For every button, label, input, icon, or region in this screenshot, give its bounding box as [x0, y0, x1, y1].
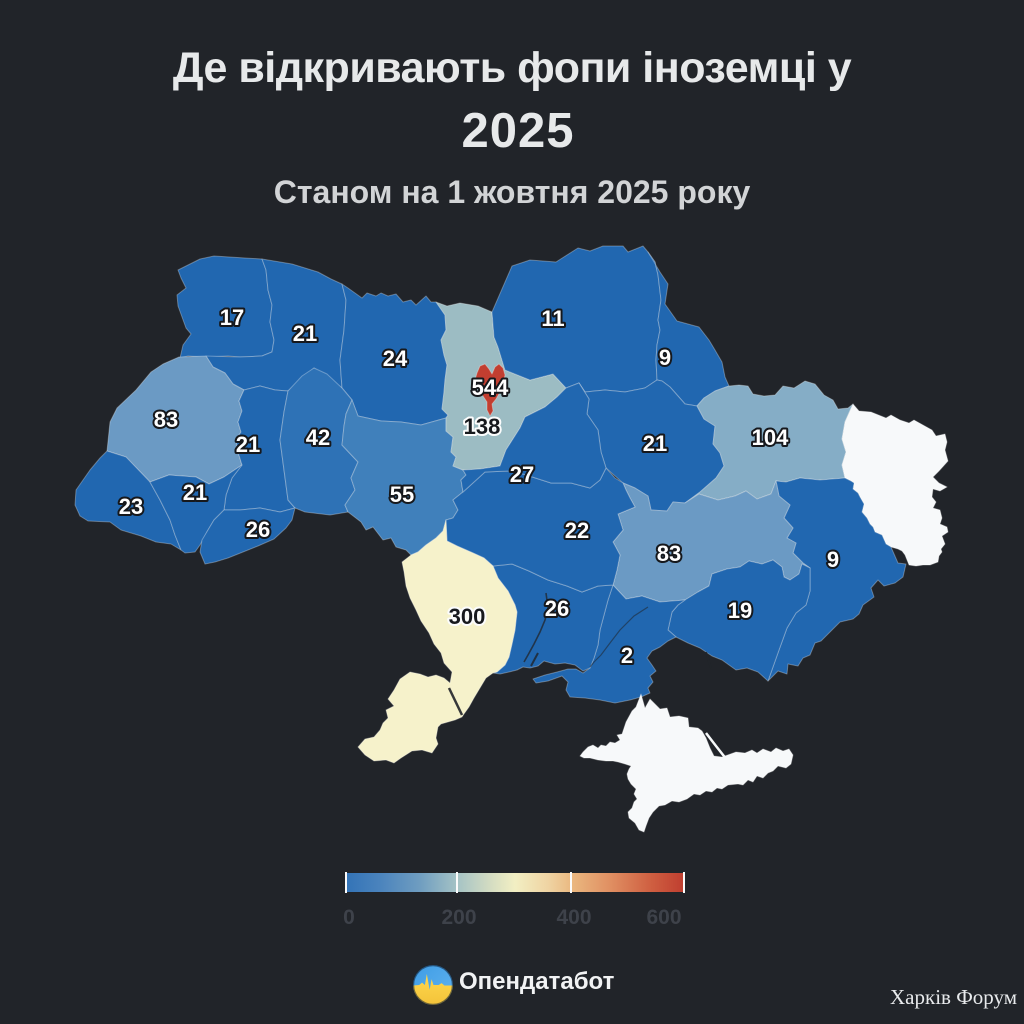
svg-text:22: 22 [565, 518, 589, 543]
svg-text:21: 21 [183, 480, 207, 505]
svg-text:42: 42 [306, 425, 330, 450]
svg-text:9: 9 [659, 345, 671, 370]
svg-text:26: 26 [246, 517, 270, 542]
svg-text:300: 300 [449, 604, 486, 629]
svg-text:21: 21 [236, 432, 260, 457]
svg-text:19: 19 [728, 598, 752, 623]
svg-text:11: 11 [541, 306, 564, 331]
svg-text:83: 83 [657, 541, 681, 566]
svg-text:55: 55 [390, 482, 414, 507]
svg-text:21: 21 [643, 431, 667, 456]
svg-text:9: 9 [827, 547, 839, 572]
svg-text:544: 544 [472, 375, 509, 400]
svg-text:138: 138 [464, 414, 501, 439]
svg-text:2: 2 [621, 643, 633, 668]
svg-text:27: 27 [510, 462, 534, 487]
svg-text:21: 21 [293, 321, 317, 346]
svg-text:24: 24 [383, 346, 408, 371]
svg-text:104: 104 [752, 425, 789, 450]
svg-text:17: 17 [220, 305, 244, 330]
svg-text:23: 23 [119, 494, 143, 519]
svg-text:26: 26 [545, 596, 569, 621]
svg-text:83: 83 [154, 407, 178, 432]
